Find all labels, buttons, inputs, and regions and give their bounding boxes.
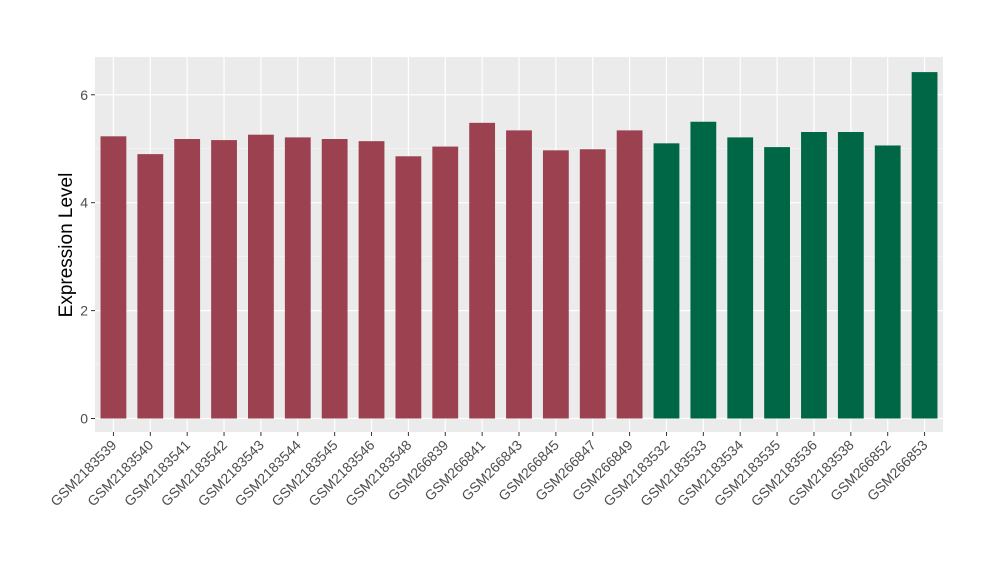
bar-gsm2183543 [248,134,274,419]
bar-gsm266841 [469,122,496,419]
y-axis: 0 2 4 6 [80,87,95,427]
bar-gsm266853 [911,72,938,419]
bar-gsm2183546 [358,141,385,419]
bar-gsm2183541 [174,139,201,419]
bar-gsm2183533 [690,121,717,419]
bar-gsm2183536 [801,132,827,419]
bar-gsm266849 [616,130,643,419]
bars [100,72,938,419]
y-axis-title: Expression Level [56,173,77,318]
y-tick-label: 2 [80,303,88,319]
bar-gsm2183534 [727,137,754,419]
y-tick-label: 0 [80,411,88,427]
y-tick-label: 6 [80,87,88,103]
bar-gsm266839 [432,146,459,419]
bar-gsm2183538 [837,132,864,419]
bar-gsm2183548 [395,156,422,419]
bar-gsm266852 [874,145,901,419]
bar-gsm2183540 [137,154,164,419]
y-tick-label: 4 [80,195,88,211]
bar-gsm266847 [579,149,606,419]
x-axis: GSM2183539GSM2183540GSM2183541GSM2183542… [47,432,931,509]
bar-gsm2183532 [653,143,680,419]
bar-gsm2183539 [100,136,127,419]
bar-gsm2183542 [211,140,237,419]
bar-gsm266843 [506,130,532,419]
bar-gsm2183545 [321,139,348,419]
bar-gsm2183544 [284,137,311,419]
bar-gsm266845 [542,150,569,419]
bar-gsm2183535 [764,147,790,419]
